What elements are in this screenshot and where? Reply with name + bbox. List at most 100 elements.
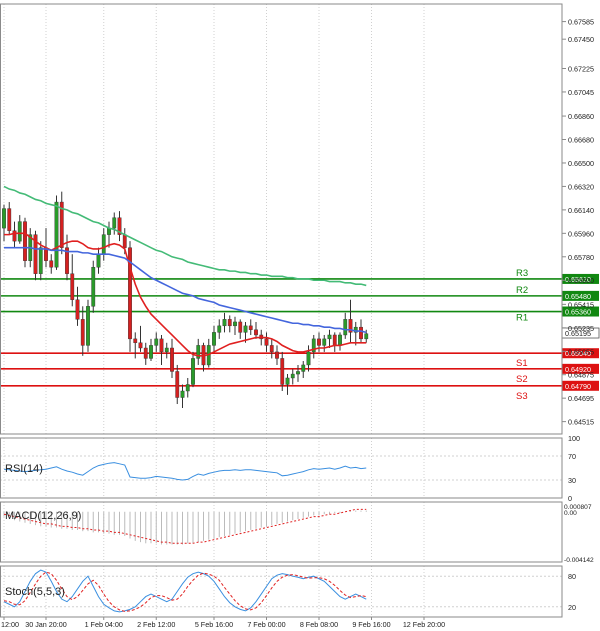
pane-border xyxy=(0,3,563,435)
time-tick-label: 12 Feb 20:00 xyxy=(403,620,445,629)
stoch-tick-label: 80 xyxy=(568,572,576,581)
stoch-title: Stoch(5,5,3) xyxy=(5,586,65,598)
level-price-tag xyxy=(562,348,599,359)
ma-line-fast xyxy=(4,232,367,357)
price-tick-label: 0.66680 xyxy=(568,136,594,145)
price-tick-label: 0.66500 xyxy=(568,159,594,168)
candle-body xyxy=(254,329,258,336)
level-name-s3: S3 xyxy=(516,391,528,402)
candle-body xyxy=(159,338,164,353)
rsi-line xyxy=(3,462,367,481)
level-price-label: 0.65480 xyxy=(565,292,591,301)
pane-border xyxy=(0,501,563,563)
candle-body xyxy=(138,342,143,349)
candle-body xyxy=(70,273,75,300)
rsi-tick-label: 0 xyxy=(568,494,572,503)
level-name-r3: R3 xyxy=(516,268,528,279)
candle-body xyxy=(128,247,132,340)
pivot-levels: R3 0.65610 R2 0.65480 R1 0.65360 S1 0.65040 S2 0.… xyxy=(0,268,600,402)
ma-line-slow xyxy=(3,185,367,287)
macd-tick-label: -0.004142 xyxy=(564,557,594,564)
candle-body xyxy=(343,319,348,336)
price-tick-label: 0.67450 xyxy=(568,35,594,44)
time-axis: 12:00 30 Jan 20:00 1 Feb 04:00 2 Feb 12:00 5… xyxy=(1,617,445,629)
rsi-pane: 100 70 30 0 xyxy=(0,434,580,503)
candle-body xyxy=(49,260,54,268)
candle-body xyxy=(175,371,180,398)
candle-body xyxy=(327,334,332,340)
level-price-tag xyxy=(562,380,599,391)
rsi-tick-label: 30 xyxy=(568,476,576,485)
price-tick-label: 0.66140 xyxy=(568,206,594,215)
price-tick-label: 0.65235 xyxy=(568,324,594,333)
price-tick-label: 0.64875 xyxy=(568,371,594,380)
price-tick-label: 0.65600 xyxy=(568,276,594,285)
candle-body xyxy=(23,221,27,261)
candle-body xyxy=(296,371,300,375)
price-tick-label: 0.65415 xyxy=(568,300,594,309)
candle-body xyxy=(101,234,106,255)
candle-body xyxy=(180,390,185,398)
candle-body xyxy=(285,377,290,385)
candle-body xyxy=(38,247,43,274)
price-axis: 0.67585 0.67450 0.67225 0.67045 0.66860 0.666… xyxy=(562,18,594,427)
stoch-tick-label: 20 xyxy=(568,603,576,612)
candle-body xyxy=(222,319,227,327)
stoch-signal-line xyxy=(3,571,367,612)
macd-tick-label: 0.000807 xyxy=(564,504,592,511)
candle-body xyxy=(227,319,232,327)
macd-tick-label: 0.00 xyxy=(564,510,577,517)
candle-body xyxy=(290,373,295,379)
candle-body xyxy=(322,338,327,346)
candle-body xyxy=(164,347,169,353)
price-tick-label: 0.67585 xyxy=(568,18,594,27)
candle-body xyxy=(75,299,80,320)
pane-border xyxy=(0,565,563,618)
candle-body xyxy=(311,338,316,353)
candle-body xyxy=(117,217,122,235)
candle-body xyxy=(149,345,153,359)
level-name-s2: S2 xyxy=(516,374,528,385)
level-price-label: 0.65610 xyxy=(565,275,591,284)
time-tick-label: 2 Feb 12:00 xyxy=(137,620,175,629)
pane-frames xyxy=(0,3,563,618)
price-tick-label: 0.65780 xyxy=(568,253,594,262)
candle-body xyxy=(264,338,269,346)
candle-body xyxy=(332,334,337,346)
candle-body xyxy=(217,325,222,333)
candle-body xyxy=(243,325,248,333)
time-tick-label: 7 Feb 00:00 xyxy=(247,620,285,629)
candle-body xyxy=(306,351,311,366)
level-price-tag xyxy=(562,306,599,317)
time-tick-label: 9 Feb 16:00 xyxy=(352,620,390,629)
time-tick-label: 5 Feb 16:00 xyxy=(195,620,233,629)
level-price-label: 0.65040 xyxy=(565,349,591,358)
candle-body xyxy=(96,253,101,268)
time-tick-label: 8 Feb 08:00 xyxy=(300,620,338,629)
time-tick-label: 12:00 xyxy=(1,620,19,629)
time-tick-label: 30 Jan 20:00 xyxy=(25,620,67,629)
candle-body xyxy=(12,230,17,242)
pane-border xyxy=(0,437,563,499)
moving-averages xyxy=(3,185,367,357)
candle-body xyxy=(170,347,174,372)
candle-body xyxy=(196,345,201,359)
macd-signal-line xyxy=(3,508,367,544)
price-tick-label: 0.66320 xyxy=(568,182,594,191)
macd-title: MACD(12,26,9) xyxy=(5,510,81,522)
grid xyxy=(3,4,425,617)
candle-body xyxy=(91,267,96,307)
candle-body xyxy=(364,333,369,340)
candle-body xyxy=(112,217,117,229)
candle-body xyxy=(338,334,342,346)
candle-body xyxy=(122,234,127,248)
rsi-tick-label: 100 xyxy=(568,434,580,443)
price-tick-label: 0.65055 xyxy=(568,347,594,356)
candle-body xyxy=(2,208,6,229)
price-tick-label: 0.67225 xyxy=(568,65,594,74)
rsi-tick-label: 70 xyxy=(568,452,576,461)
candle-body xyxy=(359,326,363,340)
candle-body xyxy=(238,321,243,333)
